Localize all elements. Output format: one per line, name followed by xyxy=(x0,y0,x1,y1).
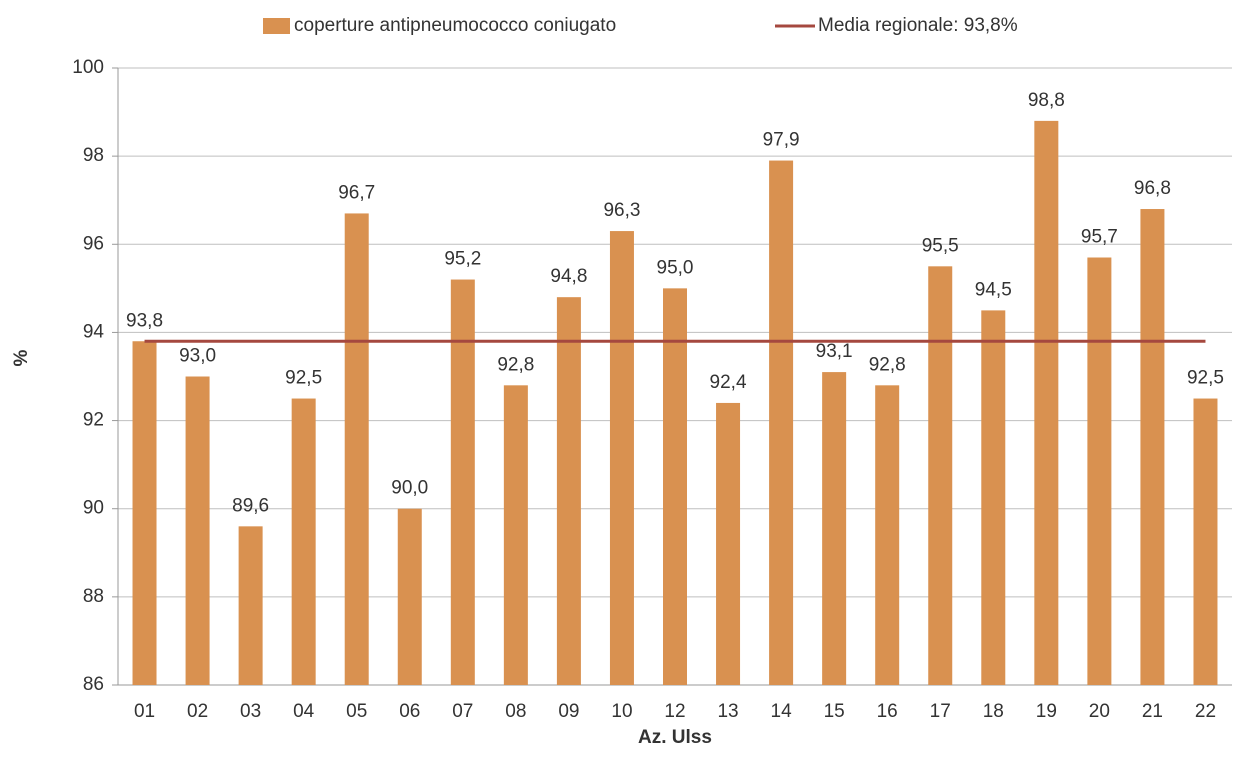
data-label: 95,2 xyxy=(444,249,481,270)
data-label: 98,8 xyxy=(1028,90,1065,111)
bar xyxy=(875,385,900,685)
bar xyxy=(291,398,316,685)
bar xyxy=(769,160,794,686)
y-tick-label: 94 xyxy=(83,321,105,342)
bar xyxy=(928,266,953,685)
bar xyxy=(344,213,369,685)
x-tick-label: 17 xyxy=(930,701,951,722)
x-tick-label: 10 xyxy=(611,701,632,722)
bar xyxy=(1193,398,1218,685)
x-tick-label: 14 xyxy=(771,701,793,722)
bar xyxy=(1034,120,1059,685)
bar xyxy=(716,402,741,685)
data-label: 92,5 xyxy=(1187,368,1224,389)
bar xyxy=(397,508,422,685)
x-tick-label: 05 xyxy=(346,701,367,722)
data-label: 96,8 xyxy=(1134,178,1171,199)
data-label: 92,8 xyxy=(869,354,906,375)
y-tick-label: 96 xyxy=(83,233,104,254)
legend-swatch xyxy=(263,18,290,34)
y-tick-label: 100 xyxy=(72,57,104,78)
bar xyxy=(132,341,157,685)
bar xyxy=(981,310,1006,685)
x-tick-label: 15 xyxy=(824,701,845,722)
data-label: 93,0 xyxy=(179,346,216,367)
data-label: 94,5 xyxy=(975,279,1012,300)
y-tick-label: 86 xyxy=(83,674,104,695)
legend-label: coperture antipneumococco coniugato xyxy=(294,15,616,36)
bar xyxy=(822,372,847,685)
x-tick-label: 08 xyxy=(505,701,526,722)
x-tick-label: 06 xyxy=(399,701,420,722)
x-tick-label: 12 xyxy=(664,701,685,722)
x-tick-label: 09 xyxy=(558,701,579,722)
data-label: 95,5 xyxy=(922,235,959,256)
data-label: 92,5 xyxy=(285,368,322,389)
x-tick-label: 22 xyxy=(1195,701,1216,722)
y-tick-label: 90 xyxy=(83,498,104,519)
bar xyxy=(663,288,687,685)
data-label: 93,1 xyxy=(816,341,853,362)
data-label: 94,8 xyxy=(550,266,587,287)
data-label: 89,6 xyxy=(232,495,269,516)
data-label: 92,8 xyxy=(497,354,534,375)
x-tick-label: 18 xyxy=(983,701,1004,722)
x-tick-label: 01 xyxy=(134,701,155,722)
data-label: 90,0 xyxy=(391,478,428,499)
x-tick-label: 19 xyxy=(1036,701,1057,722)
x-tick-label: 04 xyxy=(293,701,315,722)
data-label: 97,9 xyxy=(763,130,800,151)
y-axis-title: % xyxy=(11,349,32,366)
bar xyxy=(238,526,263,685)
x-tick-label: 03 xyxy=(240,701,261,722)
x-tick-label: 07 xyxy=(452,701,473,722)
x-tick-label: 21 xyxy=(1142,701,1163,722)
data-label: 96,3 xyxy=(603,200,640,221)
legend-label: Media regionale: 93,8% xyxy=(818,15,1018,36)
bar xyxy=(503,385,528,685)
data-label: 96,7 xyxy=(338,182,375,203)
x-axis-title: Az. Ulss xyxy=(638,727,712,748)
x-tick-label: 02 xyxy=(187,701,208,722)
x-tick-label: 16 xyxy=(877,701,898,722)
bar xyxy=(1140,209,1165,685)
bar xyxy=(450,279,475,685)
data-label: 93,8 xyxy=(126,310,163,331)
y-tick-label: 88 xyxy=(83,586,104,607)
data-label: 95,7 xyxy=(1081,227,1118,248)
y-tick-label: 98 xyxy=(83,145,104,166)
data-label: 95,0 xyxy=(657,257,694,278)
y-tick-label: 92 xyxy=(83,410,104,431)
bar xyxy=(185,376,210,685)
x-tick-label: 20 xyxy=(1089,701,1110,722)
bar xyxy=(556,297,581,685)
bar xyxy=(1087,257,1112,685)
x-tick-label: 13 xyxy=(717,701,738,722)
data-label: 92,4 xyxy=(710,372,747,393)
bar xyxy=(609,231,634,686)
